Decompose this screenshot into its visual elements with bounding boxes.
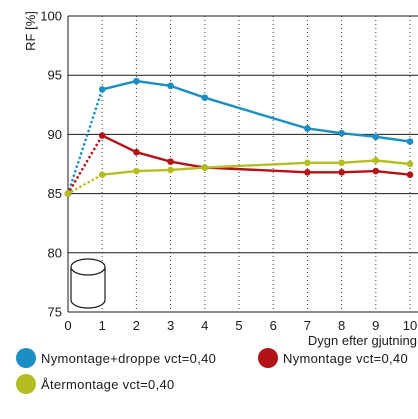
series-2-dotted-line: [66, 134, 104, 195]
series-1-point: [304, 125, 311, 132]
series-3-point: [406, 160, 414, 168]
y-tick-label: 100: [40, 9, 62, 24]
series-2-point: [167, 158, 174, 165]
series-3-point: [167, 166, 174, 174]
series-1-point: [133, 77, 140, 85]
x-tick-label: 9: [372, 318, 379, 333]
series-3-point: [98, 171, 106, 178]
legend-label: Återmontage vct=0,40: [41, 376, 175, 392]
y-tick-label: 80: [48, 245, 62, 260]
series-3-point: [338, 159, 345, 167]
grid: [67, 15, 418, 313]
x-tick-label: 0: [64, 318, 71, 333]
series-1-point: [406, 138, 414, 145]
series-3-dotted-line: [66, 173, 104, 195]
series-3-point: [64, 190, 72, 197]
plot-series: [64, 77, 414, 197]
x-tick-label: 1: [99, 318, 106, 333]
legend-item-nymontage: Nymontage vct=0,40: [258, 347, 408, 369]
series-1-point: [338, 129, 345, 137]
cylinder-icon: [70, 258, 106, 309]
x-axis-title: Dygn efter gjutning: [308, 333, 417, 348]
series-2-point: [372, 167, 380, 175]
x-tick-label: 10: [403, 318, 417, 333]
y-tick-label: 85: [48, 186, 62, 201]
x-tick-label: 7: [304, 318, 311, 333]
series-2-point: [406, 171, 414, 178]
legend-swatch-red: [258, 348, 278, 368]
x-tick-label: 3: [167, 318, 174, 333]
series-1-point: [201, 94, 209, 101]
series-3-point: [133, 167, 140, 175]
tick-labels: 0 1 2 3 4 5 6 7 8 9 10 75 80 85 90 95 100: [40, 9, 417, 334]
legend-item-atermontage: Återmontage vct=0,40: [16, 373, 175, 395]
y-axis-title: RF [%]: [23, 11, 38, 51]
x-tick-label: 2: [133, 318, 140, 333]
series-3: [64, 157, 414, 197]
series-2-point: [304, 168, 311, 176]
series-1: [64, 77, 414, 197]
x-tick-label: 5: [235, 318, 242, 333]
series-1-point: [98, 86, 106, 93]
legend-label: Nymontage vct=0,40: [283, 350, 408, 366]
legend-item-nymontage-droppe: Nymontage+droppe vct=0,40: [16, 347, 216, 369]
x-tick-label: 4: [201, 318, 208, 333]
series-2-point: [98, 132, 106, 139]
series-3-point: [372, 157, 380, 164]
series-1-dotted-line: [66, 88, 104, 195]
series-3-point: [201, 164, 209, 171]
legend-swatch-blue: [16, 348, 36, 368]
series-1-line: [101, 79, 412, 143]
legend-swatch-yellow-green: [16, 374, 36, 394]
y-tick-label: 75: [48, 305, 62, 320]
y-tick-label: 95: [48, 68, 62, 83]
series-2-point: [133, 148, 140, 156]
legend-label: Nymontage+droppe vct=0,40: [41, 350, 217, 366]
x-tick-label: 6: [270, 318, 277, 333]
series-3-line: [101, 159, 412, 176]
series-2-line: [101, 134, 412, 176]
y-tick-label: 90: [48, 127, 62, 142]
series-2-point: [338, 168, 345, 176]
series-3-point: [304, 159, 311, 167]
series-1-point: [167, 82, 174, 90]
series-1-point: [372, 133, 380, 141]
x-tick-label: 8: [338, 318, 345, 333]
